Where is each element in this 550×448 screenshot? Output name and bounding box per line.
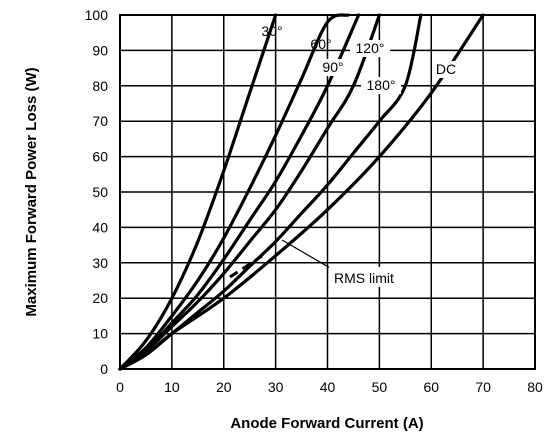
curves: [118, 13, 485, 371]
y-tick-label: 80: [92, 78, 108, 94]
label-background: [361, 77, 401, 94]
rms-limit-label: RMS limit: [334, 270, 394, 286]
y-tick-label: 10: [92, 326, 108, 342]
x-axis-title: Anode Forward Current (A): [230, 415, 423, 432]
x-tick-label: 0: [116, 379, 124, 395]
y-tick-label: 0: [100, 361, 108, 377]
x-tick-label: 60: [423, 379, 439, 395]
label-background: [350, 40, 390, 57]
y-tick-label: 30: [92, 255, 108, 271]
y-tick-label: 40: [92, 219, 108, 235]
y-tick-label: 60: [92, 149, 108, 165]
x-tick-label: 20: [216, 379, 232, 395]
series-line: [118, 13, 278, 371]
x-tick-label: 40: [320, 379, 336, 395]
series-label: 90°: [322, 59, 343, 75]
plot-frame: [119, 14, 536, 370]
y-tick-label: 90: [92, 42, 108, 58]
x-tick-label: 30: [268, 379, 284, 395]
y-tick-label: 50: [92, 184, 108, 200]
series-line: [118, 13, 485, 371]
x-tick-label: 10: [164, 379, 180, 395]
x-tick-label: 50: [372, 379, 388, 395]
series-label: 120°: [356, 40, 385, 56]
y-tick-label: 100: [85, 7, 109, 23]
rms-leader-line: [281, 239, 338, 273]
x-tick-label: 80: [527, 379, 543, 395]
label-background: [434, 61, 458, 78]
series-label: 30°: [261, 23, 282, 39]
series-line: [118, 13, 350, 371]
y-tick-label: 70: [92, 113, 108, 129]
curve-labels: 30° 60° 90° 120° 180° DC RMS limit: [229, 23, 458, 287]
x-tick-label: 70: [475, 379, 491, 395]
y-tick-label: 20: [92, 290, 108, 306]
label-background: [317, 59, 349, 76]
series-label: 180°: [367, 77, 396, 93]
tick-labels: 0 10 20 30 40 50 60 70 80 0 10 20 30 40 50 60 70 80 90 100: [85, 7, 543, 395]
annotation-background: [329, 267, 405, 287]
y-axis-title: Maximum Forward Power Loss (W): [23, 67, 40, 316]
series-label: 60°: [310, 36, 331, 52]
rms-limit-dash: [229, 254, 263, 279]
series-label: DC: [436, 61, 456, 77]
series-line: [118, 13, 381, 371]
